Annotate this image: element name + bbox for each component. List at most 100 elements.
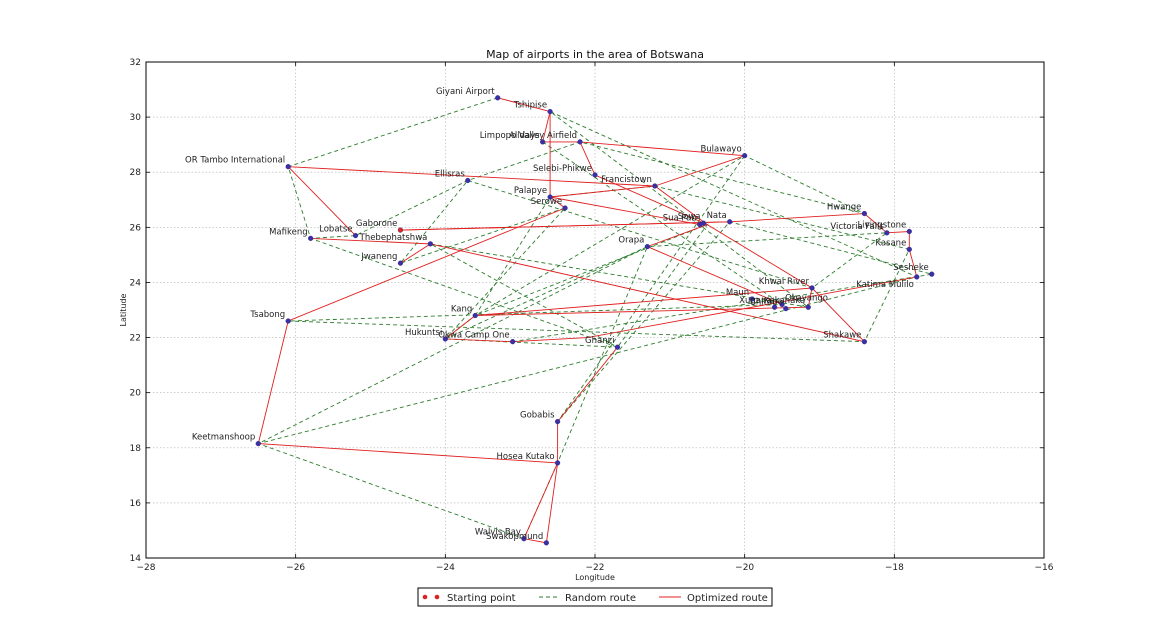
airport-point (577, 139, 583, 145)
y-tick-label: 16 (130, 499, 142, 509)
airport-point (495, 95, 501, 101)
airport-label: Sowa (678, 212, 701, 222)
airport-label: Xugana (739, 296, 771, 306)
airport-label: Shakawe (823, 331, 861, 341)
airport-label: Khwai River (759, 277, 810, 287)
x-tick-label: −20 (735, 563, 754, 573)
chart-title: Map of airports in the area of Botswana (486, 48, 704, 61)
airport-label: Giyani Airport (436, 87, 495, 97)
airport-label: Okwa Camp One (438, 331, 509, 341)
airport-point (592, 172, 598, 178)
x-tick-label: −26 (286, 563, 305, 573)
optimized-route-line (288, 166, 700, 226)
x-tick-label: −28 (137, 563, 156, 573)
y-tick-label: 22 (130, 334, 141, 344)
airport-label: Xakanaka (764, 296, 806, 306)
airport-point (285, 318, 291, 324)
legend-optimized-label: Optimized route (687, 593, 768, 604)
optimized-route-line (579, 141, 783, 305)
airport-point (805, 304, 811, 310)
airport-label: Gaborone (356, 219, 398, 229)
airport-label: Palapye (514, 186, 547, 196)
airport-point (554, 460, 561, 466)
airport-point (510, 339, 516, 345)
airport-label: Alldays (509, 131, 540, 141)
y-tick-label: 20 (130, 389, 142, 399)
airport-label: Keetmanshoop (192, 433, 255, 443)
y-axis-label: Latitude (119, 293, 128, 326)
x-tick-label: −22 (586, 563, 605, 573)
airport-label: Selebi-Phikwe (533, 164, 592, 174)
ticks-layer: −28 −26 −24 −22 −20 −18 −16 14 16 18 20 22 24 26 28 30 3… (130, 58, 1054, 573)
y-tick-label: 24 (130, 278, 142, 288)
legend-start-label: Starting point (447, 593, 516, 604)
airport-point (644, 244, 650, 250)
airport-point (540, 139, 546, 145)
airport-label: Thebephatshwa (359, 233, 428, 243)
airport-label: Livingstone (857, 220, 906, 230)
airport-label: Gobabis (520, 411, 555, 421)
airport-label: Nata (707, 211, 727, 221)
airport-label: Sua Pan (663, 214, 697, 224)
y-tick-label: 26 (130, 223, 142, 233)
airport-point (397, 227, 404, 233)
airport-point (779, 301, 785, 308)
airport-point (906, 228, 912, 235)
airport-label: Hosea Kutako (497, 452, 555, 462)
y-tick-label: 14 (130, 554, 142, 564)
x-axis-label: Longitude (575, 573, 615, 582)
points-layer (255, 95, 935, 546)
airport-point (554, 419, 561, 425)
airport-label: Okavango (785, 293, 828, 303)
airport-label: Tsabong (249, 310, 285, 320)
airport-point (547, 194, 553, 200)
airport-label: Orapa (618, 236, 644, 246)
optimized-route-line (400, 221, 730, 231)
airport-point (809, 285, 815, 291)
airport-point (397, 260, 404, 266)
airport-label: Ellisras (435, 169, 466, 179)
airport-point (727, 219, 733, 225)
y-tick-label: 30 (130, 113, 142, 123)
airport-point (543, 540, 549, 546)
airport-point (442, 336, 448, 342)
airport-point (742, 153, 748, 159)
airport-point (285, 164, 291, 170)
airport-label: Kang (451, 305, 472, 315)
airport-label: Hwange (827, 203, 862, 213)
airport-label: Kasane (875, 238, 906, 248)
airport-point (861, 210, 868, 217)
airport-label: Bulawayo (700, 145, 741, 155)
airport-label: Maun (726, 288, 749, 298)
airport-label: OR Tambo International (185, 156, 285, 166)
airport-label: Serowe (531, 197, 562, 207)
y-tick-label: 28 (130, 168, 142, 178)
airport-label: Victoria Falls (830, 222, 884, 232)
airport-point (783, 306, 789, 312)
airport-point (547, 108, 553, 115)
optimized-route-line (400, 213, 918, 343)
airport-point (465, 177, 471, 184)
airport-point (914, 274, 920, 280)
airport-point (472, 312, 478, 319)
legend-random-label: Random route (565, 593, 636, 604)
airport-label: Katima Mulilo (856, 280, 914, 290)
airport-point (929, 271, 935, 277)
airport-point (255, 441, 261, 447)
x-tick-label: −16 (1035, 563, 1054, 573)
legend-start-marker (422, 594, 428, 600)
legend-start-marker (434, 594, 440, 600)
airport-point (562, 205, 568, 211)
airport-point (884, 230, 890, 236)
airport-point (771, 304, 778, 310)
optimized-route-line (430, 155, 866, 343)
airport-point (614, 344, 621, 350)
airport-label: Jwaneng (360, 252, 397, 262)
airport-label: Mafikeng (269, 227, 308, 237)
optimized-route-line (287, 166, 356, 236)
airport-point (427, 241, 433, 247)
airport-point (749, 296, 755, 302)
airport-point (906, 246, 912, 252)
